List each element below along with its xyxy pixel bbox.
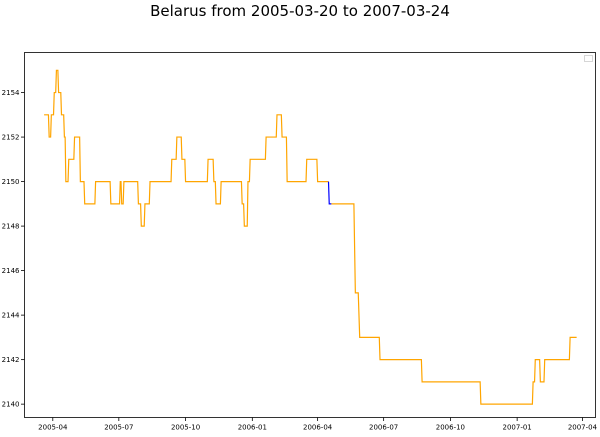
chart-title: Belarus from 2005-03-20 to 2007-03-24 bbox=[150, 2, 450, 20]
x-tick-label: 2007-04 bbox=[568, 424, 598, 432]
y-tick-label: 2140 bbox=[2, 401, 20, 409]
series-line-2 bbox=[327, 181, 332, 205]
series-layer bbox=[44, 69, 577, 405]
series-line-3 bbox=[331, 203, 577, 405]
plot-frame bbox=[24, 52, 596, 418]
x-tick-label: 2006-01 bbox=[238, 424, 267, 432]
x-tick-label: 2005-04 bbox=[38, 424, 68, 432]
y-tick-label: 2144 bbox=[2, 312, 20, 320]
y-axis: 2140 2142 2144 2146 2148 2150 2152 2154 bbox=[2, 89, 25, 409]
x-tick-label: 2005-07 bbox=[104, 424, 133, 432]
x-axis: 2005-04 2005-07 2005-10 2006-01 2006-04 2006-… bbox=[38, 417, 598, 432]
x-tick-label: 2006-07 bbox=[369, 424, 398, 432]
legend-box bbox=[584, 55, 593, 62]
y-tick-label: 2150 bbox=[2, 178, 20, 186]
x-tick-label: 2006-10 bbox=[436, 424, 465, 432]
x-tick-label: 2006-04 bbox=[303, 424, 333, 432]
y-tick-label: 2148 bbox=[2, 223, 20, 231]
x-tick-label: 2007-01 bbox=[503, 424, 532, 432]
y-tick-label: 2152 bbox=[2, 134, 20, 142]
y-tick-label: 2154 bbox=[2, 89, 20, 97]
series-line-1 bbox=[44, 69, 329, 227]
x-tick-label: 2005-10 bbox=[171, 424, 200, 432]
y-tick-label: 2146 bbox=[2, 267, 20, 275]
y-tick-label: 2142 bbox=[2, 356, 20, 364]
